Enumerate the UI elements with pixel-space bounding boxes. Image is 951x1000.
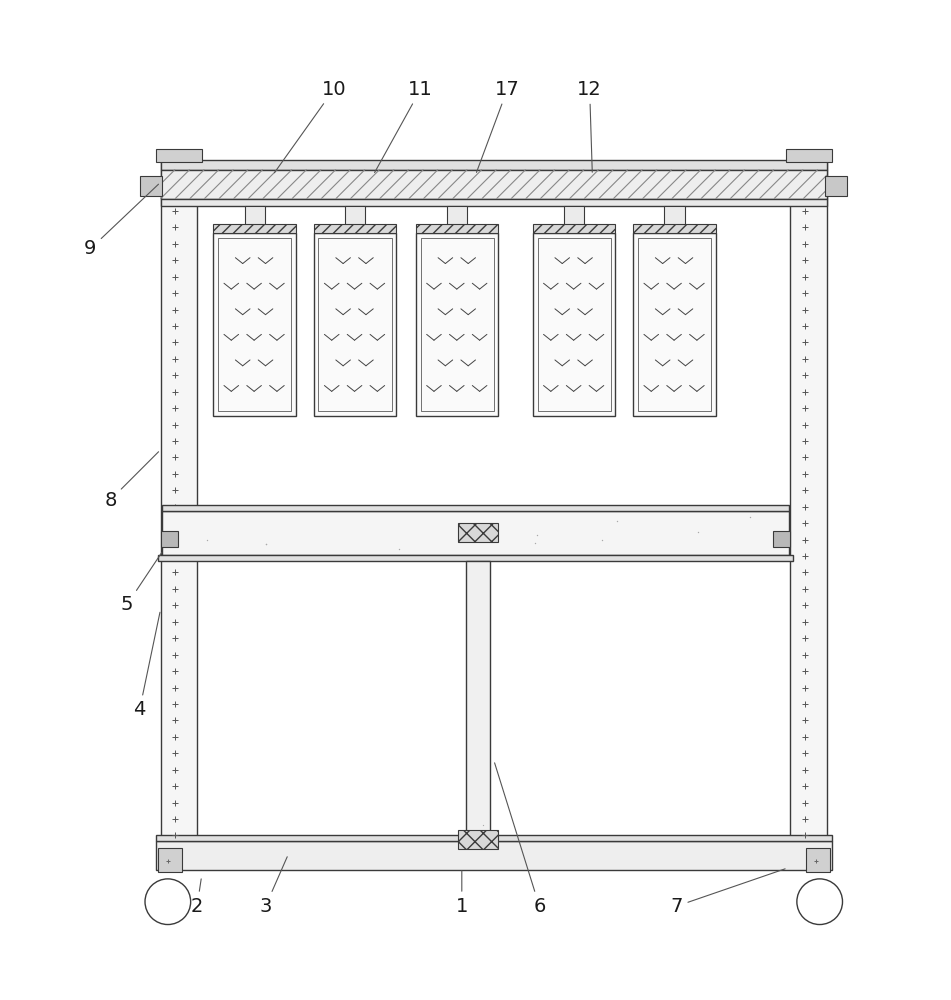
Bar (319, 238, 392, 411)
Point (199, 532, 214, 548)
Bar (141, 176, 163, 196)
Text: 3: 3 (260, 857, 287, 916)
Bar (665, 206, 685, 233)
Bar (638, 238, 711, 411)
Bar (537, 238, 611, 411)
Bar (213, 233, 296, 416)
Text: 4: 4 (133, 612, 160, 719)
Bar (417, 224, 498, 233)
Bar (161, 160, 827, 170)
Bar (466, 561, 490, 835)
Bar (447, 206, 467, 233)
Bar (458, 830, 498, 849)
Bar (158, 848, 182, 872)
Point (742, 509, 757, 525)
Text: 8: 8 (104, 452, 159, 510)
Bar (156, 835, 831, 841)
Bar (163, 511, 788, 555)
Bar (161, 199, 827, 206)
Text: 2: 2 (191, 879, 204, 916)
Bar (161, 162, 197, 851)
Text: 5: 5 (121, 553, 162, 614)
Bar (163, 505, 788, 511)
Point (259, 536, 274, 552)
Circle shape (797, 879, 843, 925)
Bar (162, 531, 178, 547)
Point (609, 513, 624, 529)
Point (530, 527, 545, 543)
Bar (633, 233, 715, 416)
Bar (825, 176, 847, 196)
Text: 10: 10 (275, 80, 346, 173)
Bar (458, 523, 498, 542)
Point (259, 536, 274, 552)
Text: 12: 12 (577, 80, 602, 172)
Text: 11: 11 (375, 80, 433, 173)
Bar (244, 206, 264, 233)
Point (392, 541, 407, 557)
Bar (533, 224, 615, 233)
Text: 6: 6 (495, 763, 546, 916)
Bar (158, 555, 793, 561)
Bar (806, 848, 829, 872)
Bar (345, 206, 365, 233)
Bar (633, 224, 715, 233)
Text: 1: 1 (456, 871, 468, 916)
Point (594, 532, 610, 548)
Bar (417, 233, 498, 416)
Bar (161, 170, 827, 199)
Point (528, 535, 543, 551)
Text: 17: 17 (476, 80, 520, 172)
Bar (218, 238, 291, 411)
Text: 9: 9 (84, 184, 159, 258)
Point (476, 817, 491, 833)
Text: 7: 7 (670, 869, 786, 916)
Point (690, 524, 706, 540)
Circle shape (145, 879, 190, 925)
Bar (213, 224, 296, 233)
Bar (314, 224, 396, 233)
Bar (156, 149, 202, 162)
Bar (420, 238, 494, 411)
Bar (533, 233, 615, 416)
Bar (773, 531, 789, 547)
Bar (314, 233, 396, 416)
Bar (786, 149, 831, 162)
Bar (564, 206, 584, 233)
Bar (156, 841, 831, 870)
Bar (790, 162, 827, 851)
